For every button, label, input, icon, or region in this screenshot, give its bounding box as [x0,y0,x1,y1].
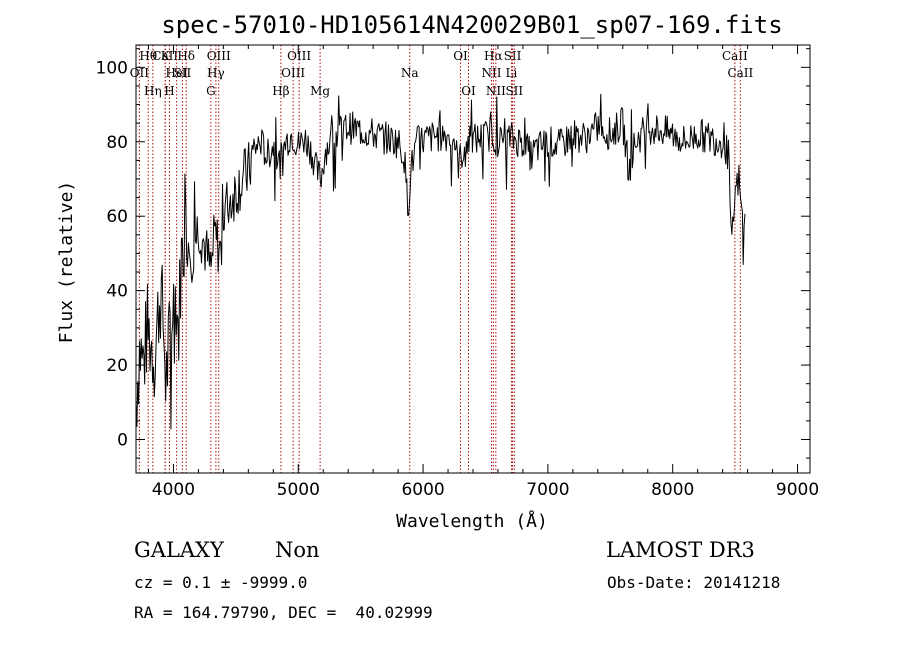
object-subclass: Non [275,538,320,562]
spectral-line-label: SII [174,66,192,80]
redshift-readout: cz = 0.1 ± -9999.0 [134,573,308,592]
spectral-line-label: Hδ [177,49,195,63]
x-tick-label: 4000 [152,480,195,500]
spectral-line-label: OI [453,49,468,63]
spectral-line-label: SII [505,84,523,98]
y-tick-label: 40 [106,282,128,302]
spectral-line-label: Hγ [207,66,225,80]
spectral-line-label: G [206,84,216,98]
y-axis-label: Flux (relative) [56,181,77,344]
plot-frame [135,44,811,474]
spectral-line-label: Mg [310,84,330,98]
y-tick-label: 100 [96,58,128,78]
y-tick-label: 80 [106,133,128,153]
spectral-line-label: H [164,84,174,98]
spectral-line-label: CaII [727,66,753,80]
chart-title: spec-57010-HD105614N420029B01_sp07-169.f… [161,11,782,39]
spectral-line-label: Hη [144,84,162,98]
spectral-line-label: SII [504,49,522,63]
spectral-line-label: Na [401,66,419,80]
spectral-line-label: OIII [281,66,305,80]
x-axis-label: Wavelength (Å) [396,510,548,532]
spectral-line-label: OIII [207,49,231,63]
spectrum-trace [135,93,746,430]
x-tick-label: 6000 [401,480,444,500]
x-tick-label: 9000 [776,480,819,500]
observation-date: Obs-Date: 20141218 [607,573,781,592]
y-tick-label: 0 [117,431,128,451]
spectral-line-label: Hα [484,49,503,63]
y-tick-label: 60 [106,207,128,227]
x-tick-label: 8000 [651,480,694,500]
spectral-line-label: OII [130,66,150,80]
x-tick-label: 5000 [277,480,320,500]
spectral-line-label: Li [506,66,518,80]
spectral-line-label: K [161,49,171,63]
survey-name: LAMOST DR3 [606,538,755,562]
spectral-line-label: OIII [287,49,311,63]
spectral-line-label: NII [481,66,501,80]
x-tick-label: 7000 [526,480,569,500]
spectral-line-label: CaII [722,49,748,63]
spectral-line-label: OI [461,84,476,98]
object-class: GALAXY [134,538,224,562]
spectral-line-label: Hβ [272,84,289,98]
y-tick-label: 20 [106,356,128,376]
coordinates-readout: RA = 164.79790, DEC = 40.02999 [134,603,433,622]
spectral-line-label: NII [486,84,506,98]
